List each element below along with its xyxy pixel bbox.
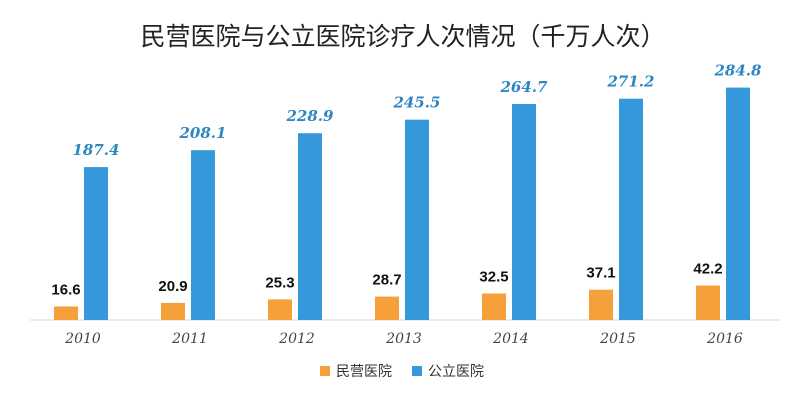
bar-private-2013 — [375, 296, 399, 320]
bar-public-2012 — [298, 133, 322, 320]
bar-public-2013 — [405, 119, 429, 320]
bar-public-2015 — [619, 98, 643, 320]
x-tick-label-2016: 2016 — [706, 331, 743, 347]
value-label-public-2012: 228.9 — [286, 107, 335, 125]
bar-private-2015 — [589, 289, 613, 320]
legend-swatch-public — [412, 366, 422, 376]
bar-public-2011 — [191, 150, 215, 320]
value-label-private-2015: 37.1 — [586, 265, 615, 282]
bar-public-2010 — [84, 167, 108, 320]
value-label-private-2013: 28.7 — [372, 272, 401, 289]
value-label-private-2014: 32.5 — [479, 268, 508, 285]
value-label-private-2012: 25.3 — [265, 274, 294, 291]
x-tick-labels: 2010 2011 2012 2013 2014 2015 2016 — [64, 331, 743, 347]
legend: 民营医院 公立医院 — [320, 364, 484, 380]
bar-private-2014 — [482, 293, 506, 320]
bar-public-2014 — [512, 104, 536, 321]
value-label-public-2011: 208.1 — [179, 124, 227, 142]
chart-title: 民营医院与公立医院诊疗人次情况（千万人次） — [140, 22, 665, 51]
bar-private-2016 — [696, 285, 720, 320]
x-tick-label-2015: 2015 — [599, 331, 636, 347]
legend-swatch-private — [320, 366, 330, 376]
value-label-public-2015: 271.2 — [607, 73, 655, 91]
x-tick-label-2014: 2014 — [492, 331, 529, 347]
legend-label-public: 公立医院 — [428, 364, 484, 380]
value-label-private-2010: 16.6 — [51, 281, 80, 298]
bar-private-2012 — [268, 299, 292, 320]
legend-label-private: 民营医院 — [336, 364, 392, 380]
bar-private-2010 — [54, 306, 78, 320]
bar-public-2016 — [726, 87, 750, 320]
value-label-public-2013: 245.5 — [393, 94, 441, 112]
value-label-public-2014: 264.7 — [500, 78, 549, 96]
x-tick-label-2011: 2011 — [171, 331, 208, 347]
x-tick-label-2013: 2013 — [385, 331, 422, 347]
value-label-private-2016: 42.2 — [693, 261, 722, 278]
x-tick-label-2012: 2012 — [278, 331, 315, 347]
value-label-public-2010: 187.4 — [73, 141, 120, 159]
value-label-public-2016: 284.8 — [714, 62, 763, 80]
bars-group: 16.6 187.4 20.9 208.1 25.3 228.9 28.7 245.5 32.5… — [51, 62, 763, 321]
value-label-private-2011: 20.9 — [158, 278, 187, 295]
bar-private-2011 — [161, 302, 185, 320]
x-tick-label-2010: 2010 — [64, 331, 101, 347]
